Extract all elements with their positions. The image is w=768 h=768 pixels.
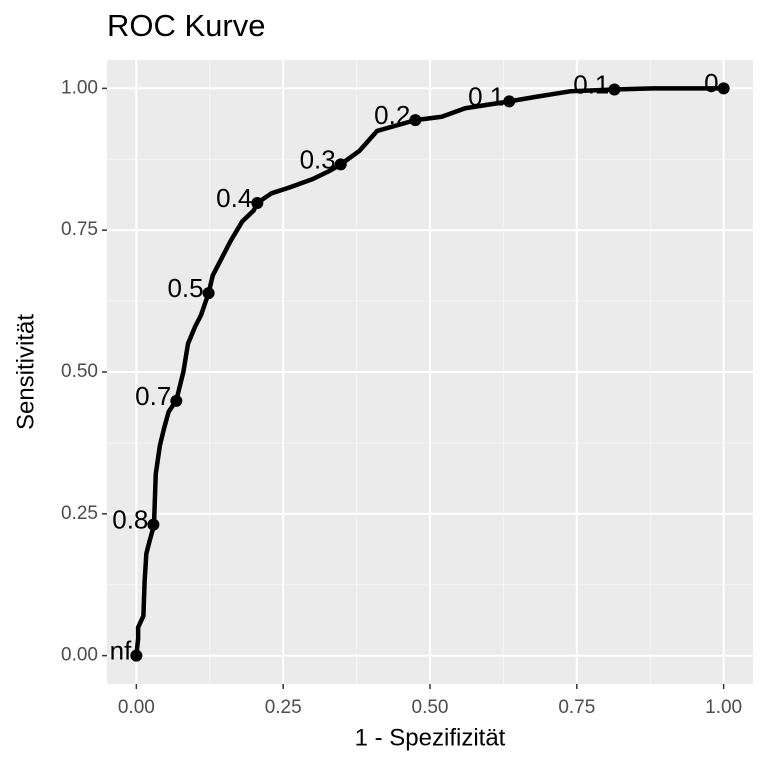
y-tick-label: 1.00 bbox=[61, 77, 98, 98]
x-tick-label: 0.00 bbox=[118, 697, 155, 718]
threshold-label: 0.7 bbox=[135, 381, 171, 411]
threshold-label: 0.1 bbox=[468, 81, 504, 111]
y-tick-label: 0.00 bbox=[61, 645, 98, 666]
x-tick-label: 0.25 bbox=[265, 697, 302, 718]
threshold-label: 0.8 bbox=[112, 504, 148, 534]
y-tick-label: 0.25 bbox=[61, 503, 98, 524]
y-tick-label: 0.75 bbox=[61, 219, 98, 240]
y-tick-label: 0.50 bbox=[61, 361, 98, 382]
threshold-label: 0 bbox=[704, 68, 718, 98]
threshold-label: 0.4 bbox=[216, 183, 252, 213]
threshold-point bbox=[202, 287, 215, 300]
x-tick-label: 0.50 bbox=[412, 697, 449, 718]
chart-title: ROC Kurve bbox=[107, 8, 265, 43]
threshold-label: 0.1 bbox=[573, 69, 609, 99]
threshold-point bbox=[717, 82, 730, 95]
threshold-point bbox=[170, 394, 183, 407]
threshold-point bbox=[334, 158, 347, 171]
x-axis-title: 1 - Spezifizität bbox=[355, 724, 506, 751]
x-tick-label: 1.00 bbox=[705, 697, 742, 718]
threshold-point bbox=[251, 196, 264, 209]
threshold-point bbox=[608, 83, 621, 96]
x-tick-label: 0.75 bbox=[558, 697, 595, 718]
threshold-label: nf bbox=[110, 636, 132, 666]
y-axis-title: Sensitivität bbox=[12, 314, 39, 430]
threshold-point bbox=[409, 114, 422, 127]
threshold-point bbox=[147, 518, 160, 531]
threshold-label: 0.3 bbox=[300, 144, 336, 174]
threshold-label: 0.2 bbox=[374, 100, 410, 130]
threshold-point bbox=[503, 95, 516, 108]
threshold-point bbox=[130, 649, 143, 662]
roc-curve bbox=[134, 86, 724, 656]
threshold-label: 0.5 bbox=[167, 273, 203, 303]
